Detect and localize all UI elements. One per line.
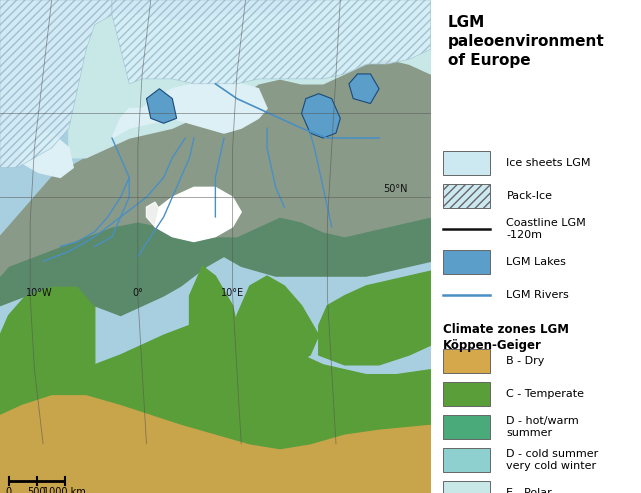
Text: C - Temperate: C - Temperate — [506, 389, 585, 399]
Polygon shape — [0, 0, 112, 168]
Polygon shape — [155, 187, 241, 242]
Polygon shape — [26, 325, 95, 385]
Text: E - Polar: E - Polar — [506, 488, 552, 493]
Polygon shape — [301, 94, 340, 138]
Polygon shape — [146, 89, 177, 123]
Polygon shape — [146, 202, 163, 227]
Text: D - cold summer
very cold winter: D - cold summer very cold winter — [506, 449, 599, 471]
Polygon shape — [69, 0, 431, 158]
Text: LGM Lakes: LGM Lakes — [506, 257, 566, 267]
Text: LGM Rivers: LGM Rivers — [506, 290, 569, 300]
Polygon shape — [112, 0, 431, 84]
Text: 10°W: 10°W — [26, 288, 52, 298]
Polygon shape — [190, 266, 241, 365]
Polygon shape — [233, 276, 319, 365]
Text: 50°N: 50°N — [383, 184, 408, 194]
Text: Pack-Ice: Pack-Ice — [506, 191, 553, 201]
Bar — [444, 184, 490, 208]
Text: 1000 km: 1000 km — [43, 488, 86, 493]
Text: 10°E: 10°E — [221, 288, 244, 298]
Text: 0: 0 — [6, 488, 12, 493]
Text: Coastline LGM
-120m: Coastline LGM -120m — [506, 218, 586, 240]
Bar — [444, 448, 490, 472]
Polygon shape — [319, 271, 431, 365]
Bar — [444, 151, 490, 175]
Polygon shape — [0, 394, 431, 493]
Bar — [444, 481, 490, 493]
Polygon shape — [0, 320, 431, 449]
Polygon shape — [0, 286, 95, 385]
Bar — [444, 250, 490, 274]
Text: B - Dry: B - Dry — [506, 356, 545, 366]
Text: D - hot/warm
summer: D - hot/warm summer — [506, 416, 579, 438]
Bar — [444, 415, 490, 439]
Text: Climate zones LGM
Köppen-Geiger: Climate zones LGM Köppen-Geiger — [444, 323, 569, 352]
Polygon shape — [0, 217, 431, 316]
Bar — [444, 382, 490, 406]
Text: 0°: 0° — [133, 288, 144, 298]
Text: 500: 500 — [28, 488, 46, 493]
Bar — [444, 349, 490, 373]
Polygon shape — [349, 74, 379, 104]
Text: LGM
paleoenvironment
of Europe: LGM paleoenvironment of Europe — [447, 15, 604, 68]
Polygon shape — [0, 59, 431, 276]
Text: Ice sheets LGM: Ice sheets LGM — [506, 158, 591, 168]
Polygon shape — [112, 79, 267, 138]
Polygon shape — [22, 133, 73, 177]
